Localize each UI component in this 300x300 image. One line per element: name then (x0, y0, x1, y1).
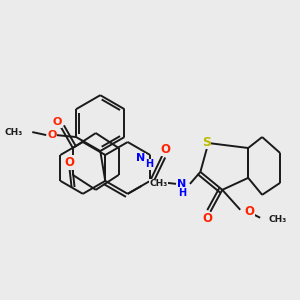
Text: H: H (178, 188, 186, 198)
Text: O: O (52, 117, 62, 127)
Text: O: O (244, 205, 254, 218)
Text: O: O (47, 130, 57, 140)
Text: H: H (145, 159, 153, 170)
Text: N: N (136, 154, 146, 164)
Text: CH₃: CH₃ (150, 179, 168, 188)
Text: CH₃: CH₃ (268, 215, 286, 224)
Text: O: O (202, 212, 212, 225)
Text: S: S (202, 136, 211, 148)
Text: O: O (64, 156, 75, 169)
Text: CH₃: CH₃ (4, 128, 22, 136)
Text: O: O (160, 142, 170, 155)
Text: N: N (177, 179, 187, 189)
